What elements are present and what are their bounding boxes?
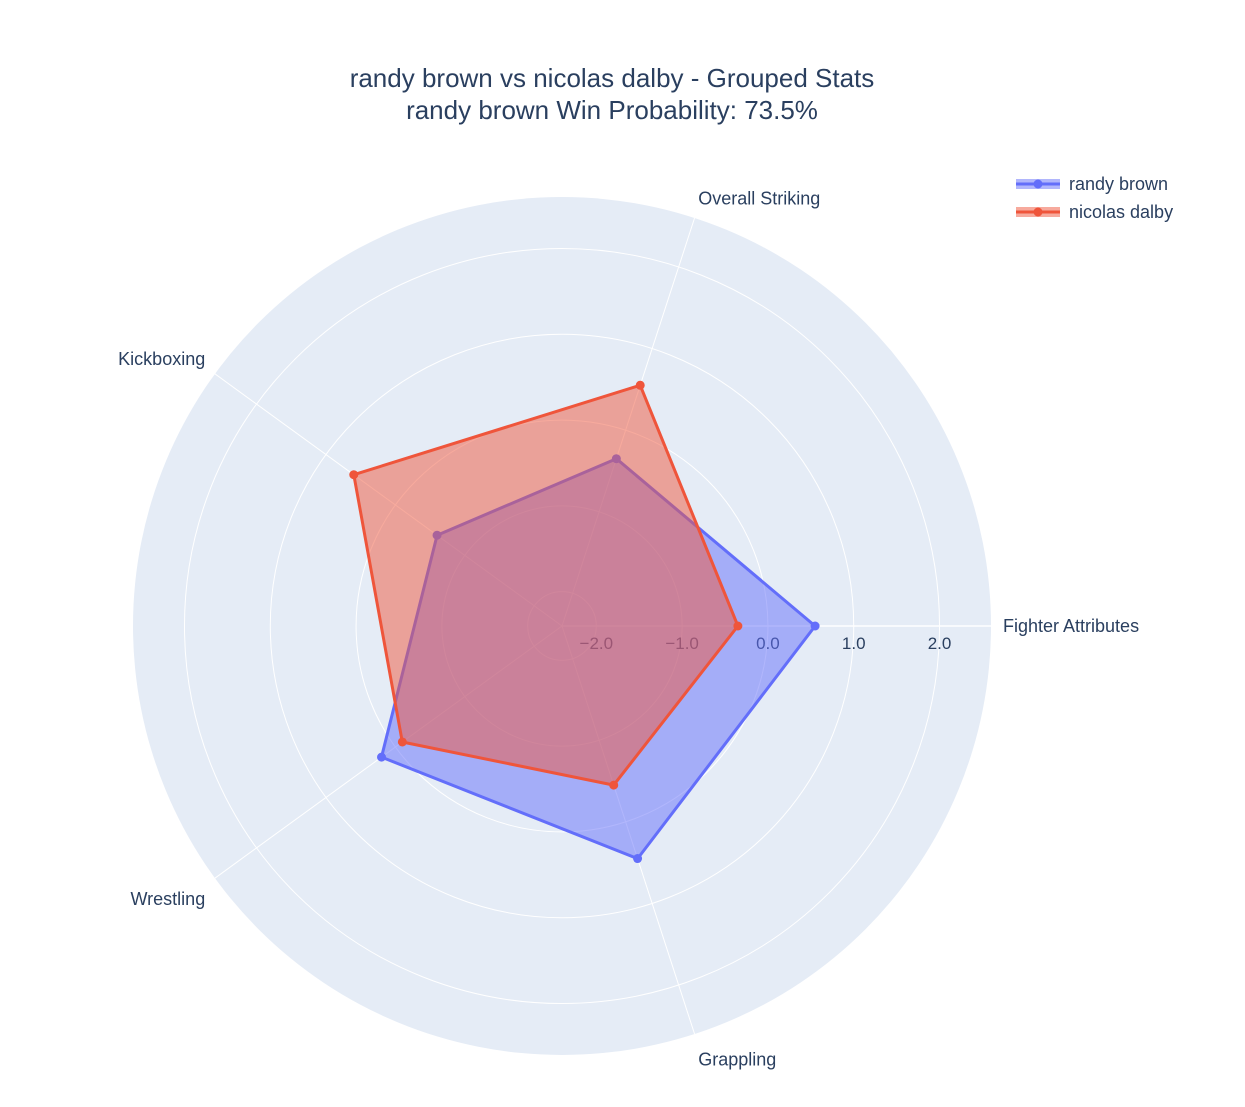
legend-item-1[interactable]: nicolas dalby <box>1016 202 1173 222</box>
legend-item-0[interactable]: randy brown <box>1016 174 1168 194</box>
legend-swatch-marker <box>1033 179 1043 189</box>
series-0-point <box>377 752 387 762</box>
series-area-1 <box>352 383 740 787</box>
series-layer <box>349 380 820 864</box>
legend-label: nicolas dalby <box>1069 202 1173 222</box>
angular-axis-label: Kickboxing <box>118 349 205 369</box>
angular-axis-label: Overall Striking <box>698 189 820 209</box>
series-0-point <box>633 854 643 864</box>
series-1-point <box>349 470 359 480</box>
radial-tick-label: 2.0 <box>928 634 952 653</box>
series-1-point <box>733 621 743 631</box>
angular-axis-label: Grappling <box>698 1049 776 1069</box>
angular-labels: Fighter Attributes Overall Striking Kickbo… <box>118 189 1139 1070</box>
series-1-point <box>609 780 619 790</box>
series-0-point <box>810 621 820 631</box>
legend-label: randy brown <box>1069 174 1168 194</box>
angular-axis-label: Wrestling <box>131 889 206 909</box>
chart-title-line-1: randy brown vs nicolas dalby - Grouped S… <box>350 63 875 93</box>
legend[interactable]: randy brown nicolas dalby <box>1016 174 1173 222</box>
angular-axis-label: Fighter Attributes <box>1003 616 1139 636</box>
series-1-point <box>635 380 645 390</box>
legend-swatch-marker <box>1033 207 1043 217</box>
radial-tick-label: 1.0 <box>842 634 866 653</box>
chart-title-line-2: randy brown Win Probability: 73.5% <box>406 95 818 125</box>
series-1-point <box>397 737 407 747</box>
